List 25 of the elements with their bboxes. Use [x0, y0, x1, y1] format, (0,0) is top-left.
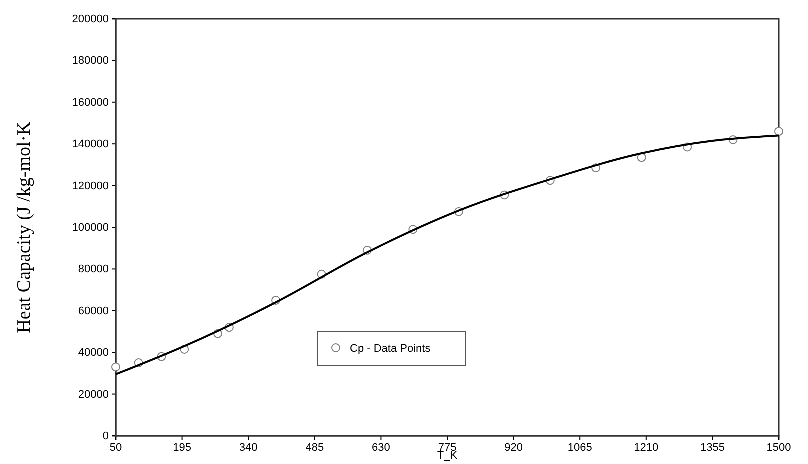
- x-tick-label: 1065: [568, 442, 592, 454]
- x-tick-label: 485: [306, 442, 324, 454]
- y-tick-label: 20000: [78, 388, 109, 401]
- y-tick-label: 80000: [78, 264, 109, 276]
- point: [774, 127, 784, 136]
- x-tick-label: 630: [372, 442, 390, 454]
- x-tick-label: 195: [173, 442, 192, 454]
- y-tick-label: 120000: [72, 180, 109, 192]
- y-tick-label: 0: [102, 430, 109, 443]
- x-tick-label: 1355: [700, 442, 725, 454]
- y-tick-label: 100000: [72, 222, 109, 234]
- x-tick-label: 1210: [634, 442, 659, 454]
- y-tick-label: 200000: [72, 14, 109, 26]
- y-tick-label: 140000: [72, 138, 109, 151]
- legend-label: Cp - Data Points: [350, 343, 432, 355]
- x-tick-label: 1500: [766, 442, 792, 454]
- y-tick-label: 180000: [72, 55, 109, 68]
- y-tick-label: 40000: [78, 347, 109, 360]
- x-tick-label: 920: [504, 442, 523, 454]
- y-tick-label: 60000: [78, 305, 109, 318]
- y-tick-label: 160000: [72, 96, 109, 109]
- y-axis-title: Heat Capacity (J /kg-mol·K: [14, 121, 35, 334]
- x-tick-label: 340: [239, 442, 258, 454]
- x-tick-label: 50: [110, 442, 122, 454]
- point: [112, 362, 120, 372]
